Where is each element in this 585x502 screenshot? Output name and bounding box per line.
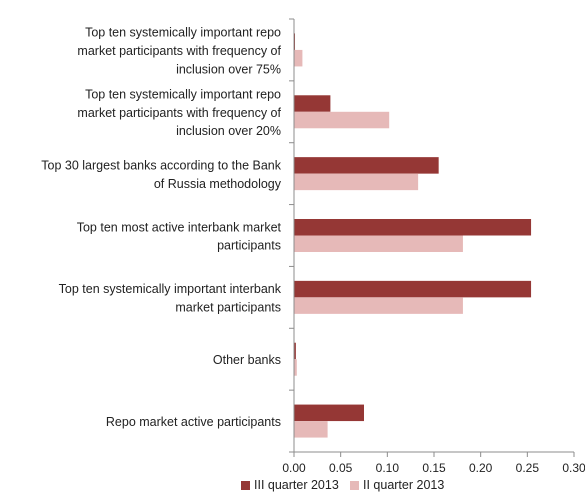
bar-iii-quarter-3	[294, 219, 532, 236]
bars-layer	[294, 33, 532, 438]
legend-swatch	[350, 481, 359, 490]
bar-ii-quarter-2	[294, 173, 419, 191]
bar-ii-quarter-0	[294, 49, 303, 67]
x-tick-label: 0.20	[469, 461, 493, 475]
x-tick-label: 0.15	[422, 461, 446, 475]
x-tick-label: 0.00	[282, 461, 306, 475]
bar-iii-quarter-1	[294, 95, 331, 112]
category-label: Top ten systemically important repo marke…	[77, 87, 281, 138]
category-label: Top ten most active interbank market part…	[77, 220, 282, 252]
x-axis: 0.00 0.05 0.10 0.15 0.20 0.25 0.30	[282, 18, 585, 475]
category-label: Top ten systemically important repo marke…	[77, 26, 281, 77]
category-label: Other banks	[213, 353, 281, 367]
legend-label: II quarter 2013	[363, 478, 444, 492]
category-label: Top 30 largest banks according to the Ba…	[41, 158, 281, 190]
bar-ii-quarter-1	[294, 111, 390, 129]
bar-ii-quarter-4	[294, 297, 463, 314]
x-tick-label: 0.25	[516, 461, 540, 475]
bar-iii-quarter-2	[294, 157, 439, 174]
bar-iii-quarter-5	[294, 342, 296, 360]
bar-ii-quarter-3	[294, 235, 463, 252]
legend-label: III quarter 2013	[254, 478, 339, 492]
bar-iii-quarter-4	[294, 280, 532, 298]
legend: III quarter 2013 II quarter 2013	[241, 478, 444, 492]
legend-swatch	[241, 481, 250, 490]
bar-iii-quarter-6	[294, 404, 364, 422]
category-label: Top ten systemically important interbank…	[59, 282, 282, 314]
x-tick-label: 0.05	[329, 461, 353, 475]
category-label: Repo market active participants	[106, 415, 281, 429]
x-tick-label: 0.10	[376, 461, 400, 475]
x-tick-label: 0.30	[562, 461, 585, 475]
category-labels: Top ten systemically important repo marke…	[41, 26, 281, 430]
bar-ii-quarter-5	[294, 359, 297, 376]
bar-ii-quarter-6	[294, 421, 328, 438]
